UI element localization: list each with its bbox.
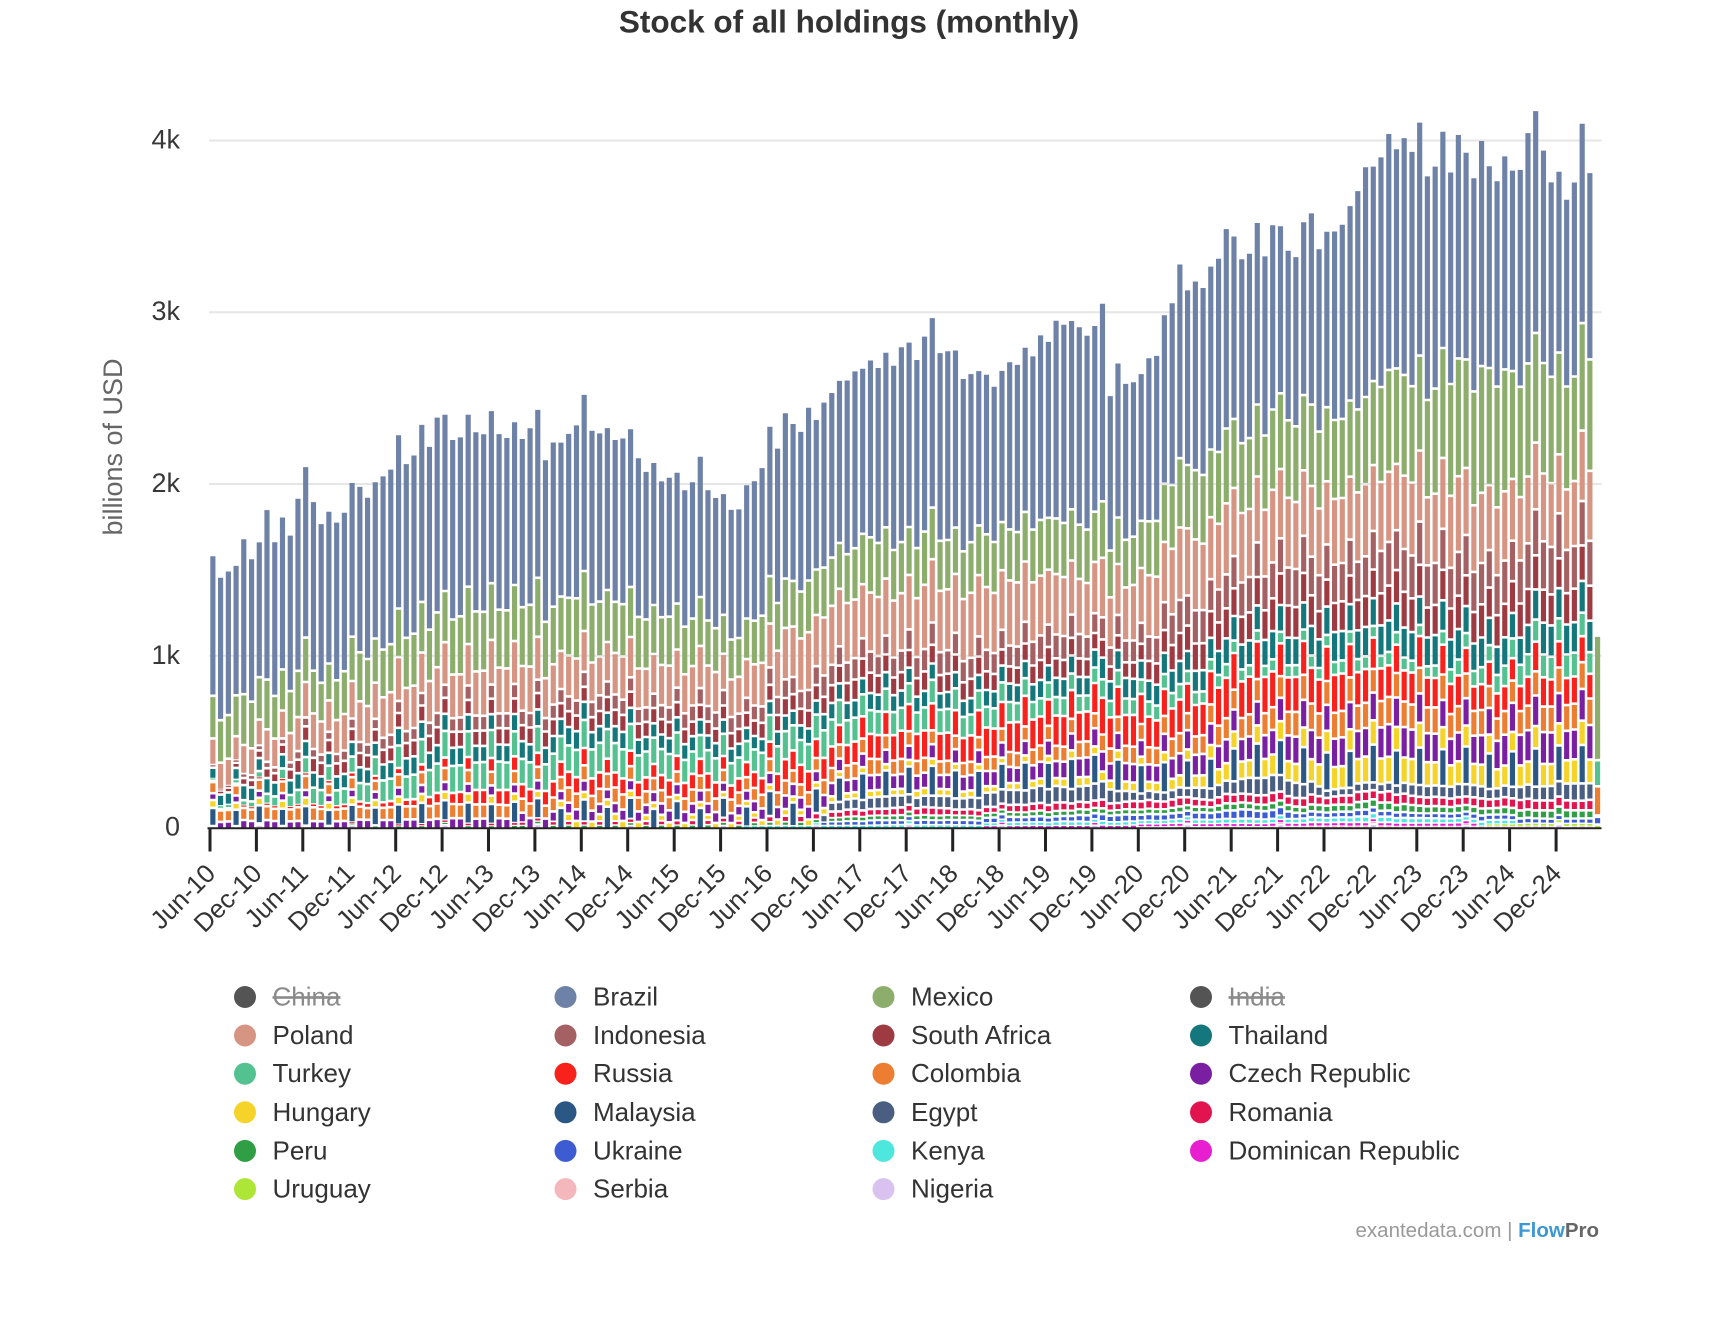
svg-text:Egypt: Egypt <box>911 1097 978 1127</box>
svg-text:2k: 2k <box>151 468 180 498</box>
svg-text:Malaysia: Malaysia <box>593 1097 696 1127</box>
svg-text:Uruguay: Uruguay <box>273 1174 371 1204</box>
svg-text:Turkey: Turkey <box>273 1058 352 1088</box>
svg-text:Indonesia: Indonesia <box>593 1020 706 1050</box>
svg-text:Nigeria: Nigeria <box>911 1174 994 1204</box>
svg-text:India: India <box>1229 982 1286 1012</box>
svg-text:Brazil: Brazil <box>593 982 658 1012</box>
svg-text:1k: 1k <box>151 640 180 670</box>
svg-text:Dominican Republic: Dominican Republic <box>1229 1135 1460 1165</box>
svg-text:Mexico: Mexico <box>911 982 993 1012</box>
svg-text:South Africa: South Africa <box>911 1020 1052 1050</box>
svg-text:billions of USD: billions of USD <box>98 358 128 535</box>
svg-text:Russia: Russia <box>593 1058 673 1088</box>
svg-text:Poland: Poland <box>273 1020 354 1050</box>
svg-text:Thailand: Thailand <box>1229 1020 1329 1050</box>
svg-text:3k: 3k <box>151 296 180 326</box>
svg-text:Romania: Romania <box>1229 1097 1334 1127</box>
svg-text:0: 0 <box>165 812 180 842</box>
svg-text:Colombia: Colombia <box>911 1058 1021 1088</box>
svg-text:4k: 4k <box>151 125 180 155</box>
svg-text:Serbia: Serbia <box>593 1174 669 1204</box>
svg-text:Peru: Peru <box>273 1135 328 1165</box>
svg-text:Hungary: Hungary <box>273 1097 371 1127</box>
svg-text:exantedata.com | FlowPro: exantedata.com | FlowPro <box>1356 1219 1599 1242</box>
svg-text:Ukraine: Ukraine <box>593 1135 683 1165</box>
svg-text:Kenya: Kenya <box>911 1135 985 1165</box>
svg-text:Stock of all holdings (monthly: Stock of all holdings (monthly) <box>619 4 1079 40</box>
svg-text:Czech Republic: Czech Republic <box>1229 1058 1411 1088</box>
svg-text:China: China <box>273 982 341 1012</box>
